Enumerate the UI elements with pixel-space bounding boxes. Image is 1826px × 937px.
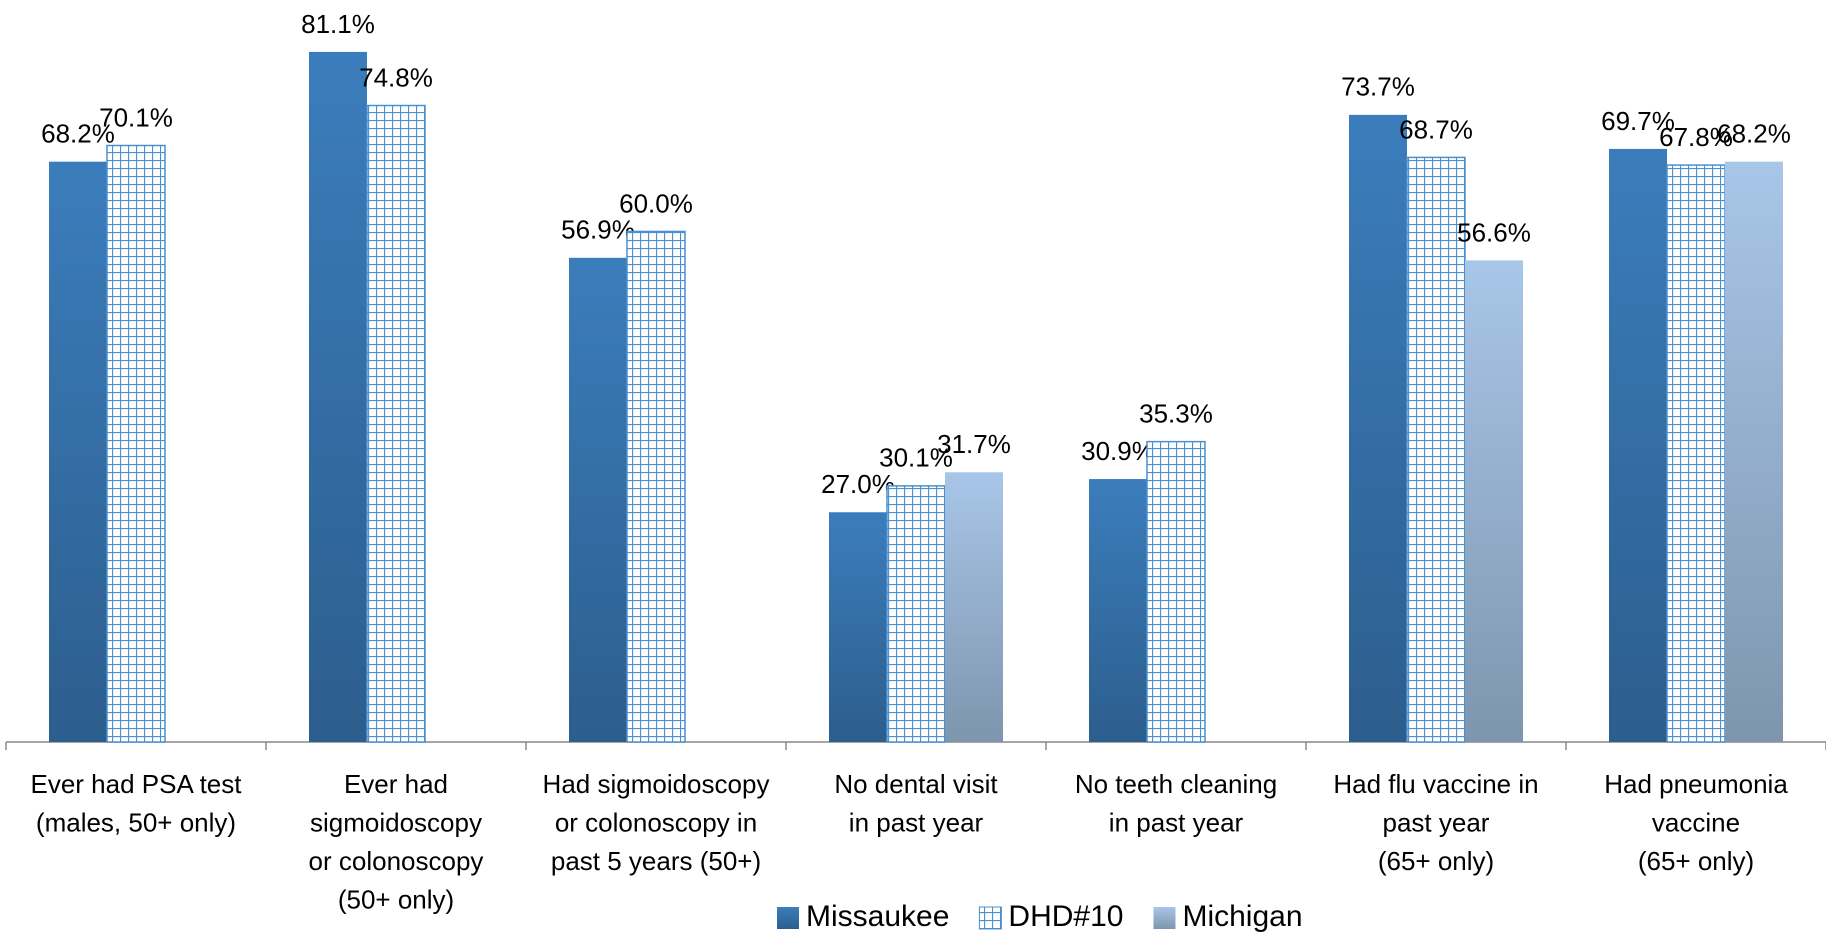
x-tick-label: vaccine	[1652, 807, 1740, 837]
bar	[569, 257, 627, 742]
x-tick-label: in past year	[849, 807, 984, 837]
x-tick-label: Ever had	[344, 769, 448, 799]
bar	[945, 472, 1003, 742]
data-label: 56.6%	[1457, 217, 1531, 247]
data-label: 56.9%	[561, 215, 635, 245]
bar	[886, 485, 946, 743]
x-tick-label: (50+ only)	[338, 884, 454, 914]
data-label: 81.1%	[301, 9, 375, 39]
data-label: 73.7%	[1341, 72, 1415, 102]
x-tick-label: or colonoscopy in	[555, 807, 757, 837]
x-tick-label: Had flu vaccine in	[1333, 769, 1538, 799]
bar	[309, 51, 367, 743]
data-label: 60.0%	[619, 188, 693, 218]
data-label: 35.3%	[1139, 399, 1213, 429]
bar	[1465, 260, 1523, 742]
x-tick-label: No dental visit	[834, 769, 998, 799]
x-tick-label: Had sigmoidoscopy	[543, 769, 770, 799]
bar	[106, 144, 166, 743]
data-label: 31.7%	[937, 429, 1011, 459]
x-tick-label: past 5 years (50+)	[551, 846, 761, 876]
bar	[1089, 479, 1147, 742]
bar	[1666, 164, 1726, 743]
bar	[626, 230, 686, 743]
data-label: 68.7%	[1399, 114, 1473, 144]
data-label: 30.1%	[879, 443, 953, 473]
data-label: 70.1%	[99, 102, 173, 132]
legend-swatch	[1153, 907, 1176, 929]
x-tick-label: (65+ only)	[1378, 846, 1494, 876]
x-tick-label: past year	[1383, 807, 1490, 837]
data-label: 74.8%	[359, 62, 433, 92]
bar	[1146, 440, 1206, 743]
x-tick-label: Ever had PSA test	[30, 769, 242, 799]
x-tick-label: or colonoscopy	[309, 846, 484, 876]
x-tick-label: (65+ only)	[1638, 846, 1754, 876]
bar	[366, 104, 426, 743]
data-label: 27.0%	[821, 469, 895, 499]
x-tick-label: in past year	[1109, 807, 1244, 837]
data-label: 68.2%	[41, 119, 115, 149]
bar	[829, 512, 887, 742]
data-label: 69.7%	[1601, 106, 1675, 136]
x-tick-label: Had pneumonia	[1604, 769, 1788, 799]
legend-label: Michigan	[1182, 900, 1302, 933]
legend-label: DHD#10	[1008, 900, 1123, 933]
legend-label: Missaukee	[806, 900, 949, 933]
bar	[1609, 148, 1667, 743]
bar	[1349, 114, 1407, 743]
bar	[49, 161, 107, 742]
x-tick-label: (males, 50+ only)	[36, 807, 236, 837]
data-label: 67.8%	[1659, 122, 1733, 152]
bar	[1725, 161, 1783, 742]
data-label: 68.2%	[1717, 119, 1791, 149]
x-tick-label: No teeth cleaning	[1075, 769, 1277, 799]
legend-swatch	[777, 907, 799, 929]
x-tick-label: sigmoidoscopy	[310, 807, 482, 837]
legend-swatch	[978, 906, 1002, 930]
data-label: 30.9%	[1081, 436, 1155, 466]
